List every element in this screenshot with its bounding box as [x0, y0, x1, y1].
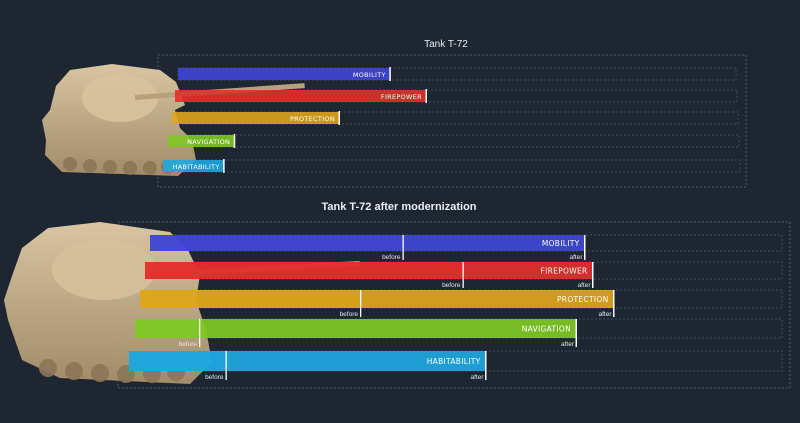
bar-end-marker [233, 134, 236, 148]
grid-track [162, 159, 741, 173]
bar-end-marker [425, 89, 427, 103]
after-marker [613, 290, 615, 317]
chart-bars: MOBILITY FIREPOWER PROTECTION NAVIGATION HAB… [163, 67, 427, 173]
bar-end-marker [223, 159, 225, 173]
bar-habitability [163, 160, 225, 172]
before-label: before [442, 282, 461, 289]
before-label: before [340, 311, 359, 318]
before-label: before [382, 254, 401, 261]
before-label: before [179, 341, 198, 348]
bar-end-marker [389, 67, 391, 81]
after-marker [485, 351, 487, 380]
before-marker [360, 290, 362, 317]
bar-firepower [175, 90, 427, 102]
category-label: NAVIGATION [522, 325, 571, 334]
before-marker [199, 319, 201, 347]
category-label: PROTECTION [290, 115, 335, 123]
bar-before-mobility [150, 235, 404, 251]
after-label: after [577, 282, 591, 289]
chart-title: Tank T-72 [424, 39, 468, 50]
chart-t72-modernized: Tank T-72 after modernization MOBILITY be… [4, 201, 791, 389]
bar-end-marker [338, 111, 340, 125]
after-marker [575, 319, 577, 347]
chart-t72: Tank T-72 MOBILITY FIREPOWER PROTECTION NAV… [42, 39, 747, 188]
after-label: after [569, 254, 583, 261]
before-marker [225, 351, 227, 380]
bar-before-navigation [135, 319, 200, 338]
after-marker [592, 262, 594, 288]
after-label: after [470, 374, 484, 381]
bar-navigation [168, 135, 236, 147]
before-label: before [205, 374, 224, 381]
before-marker [462, 262, 464, 288]
chart-title: Tank T-72 after modernization [321, 201, 476, 213]
grid-track [167, 134, 740, 148]
category-label: NAVIGATION [187, 138, 230, 146]
category-label: MOBILITY [542, 239, 580, 248]
category-label: HABITABILITY [427, 357, 481, 366]
after-label: after [598, 311, 612, 318]
category-label: PROTECTION [557, 295, 609, 304]
bar-mobility [178, 68, 391, 80]
bar-after-navigation [135, 319, 577, 338]
bar-before-habitability [129, 351, 227, 371]
category-label: MOBILITY [353, 71, 386, 79]
bar-protection [172, 112, 340, 124]
bar-before-firepower [145, 262, 464, 279]
after-label: after [561, 341, 575, 348]
category-label: HABITABILITY [173, 163, 220, 171]
before-marker [402, 235, 404, 260]
bar-before-protection [140, 290, 361, 308]
category-label: FIREPOWER [541, 267, 588, 276]
after-marker [584, 235, 586, 260]
chart-bars: MOBILITY before after FIREPOWER before after P… [129, 235, 615, 381]
category-label: FIREPOWER [381, 93, 422, 101]
